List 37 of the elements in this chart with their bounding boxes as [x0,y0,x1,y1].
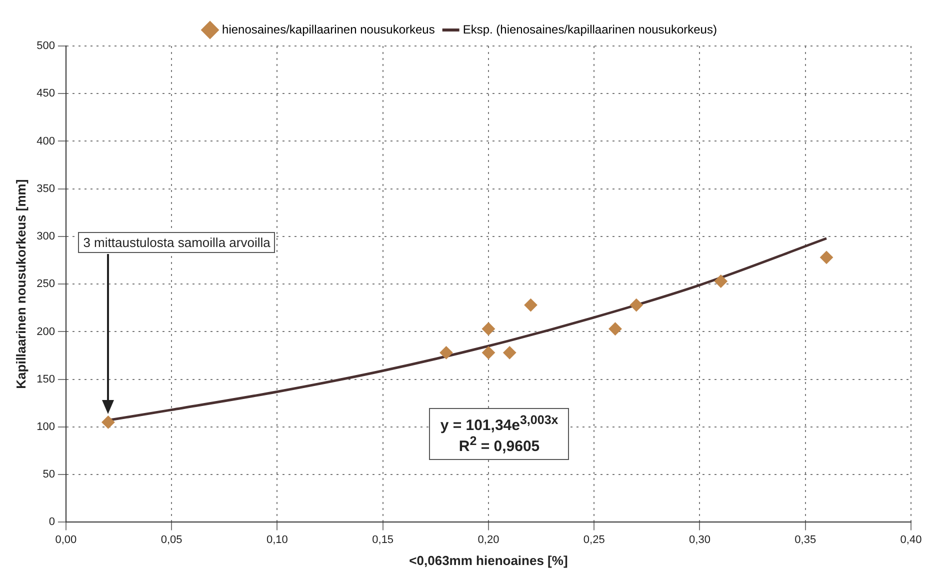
y-tick-label: 400 [36,135,55,148]
point [820,250,833,264]
y-tick-label: 100 [36,420,55,433]
point [608,322,622,336]
y-axis-title: Kapillaarinen nousukorkeus [mm] [13,179,28,389]
y-tick-label: 0 [48,516,55,528]
annotation: R$^{2}$ = 0,9605 [458,434,541,455]
x-tick-label: 0,25 [583,534,605,546]
y-tick-label: 300 [36,230,55,243]
annotation: y = 101,34e$^{3,003x}$ [440,412,558,434]
x-tick-label: 0,30 [689,534,710,546]
point [714,274,728,288]
x-tick-label: 0,40 [900,534,922,546]
y-tick-label: 50 [42,468,55,481]
x-tick-label: 0,05 [160,534,182,546]
y-tick-label: 150 [36,373,55,386]
legend-label: Eksp. (hienosaines/kapillaarinen nousukorkeus) [462,22,717,36]
y-tick-label: 200 [36,326,55,338]
x-tick-label: 0,20 [478,534,500,546]
point [102,416,115,429]
y-tick-label: 450 [36,88,55,100]
x-tick-label: 0,10 [266,534,288,546]
y-tick-label: 350 [36,182,55,195]
x-tick-label: 0,15 [372,534,394,546]
point [630,298,643,312]
legend-label: hienosaines/kapillaarinen nousukorkeus [222,22,435,36]
y-tick-label: 250 [36,278,55,290]
x-tick-label: 0,35 [794,534,816,546]
point [482,322,495,336]
annotation: 3 mittaustulosta samoilla arvoilla [78,232,276,254]
point [440,346,453,360]
point [503,346,516,360]
y-tick-label: 500 [36,40,55,52]
x-axis-title: <0,063mm hienoaines [%] [409,552,568,568]
point [524,298,538,312]
point [482,346,495,360]
x-tick-label: 0,00 [55,534,77,546]
